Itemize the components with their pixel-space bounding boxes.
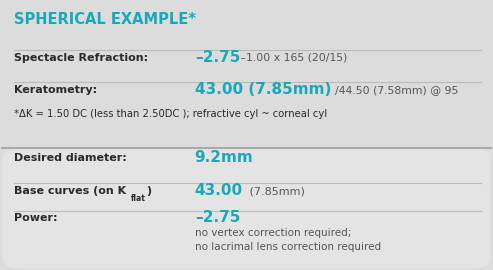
Text: 43.00 (7.85mm): 43.00 (7.85mm) <box>195 82 331 97</box>
Text: no lacrimal lens correction required: no lacrimal lens correction required <box>195 242 381 252</box>
Text: 43.00: 43.00 <box>195 183 243 198</box>
Text: –2.75: –2.75 <box>195 50 240 65</box>
Text: Desired diameter:: Desired diameter: <box>14 153 127 163</box>
Text: Spectacle Refraction:: Spectacle Refraction: <box>14 53 148 63</box>
Text: –1.00 x 165 (20/15): –1.00 x 165 (20/15) <box>237 53 347 63</box>
Text: SPHERICAL EXAMPLE*: SPHERICAL EXAMPLE* <box>14 12 196 27</box>
Text: Base curves (on K: Base curves (on K <box>14 186 126 196</box>
Text: no vertex correction required;: no vertex correction required; <box>195 228 351 238</box>
Text: –2.75: –2.75 <box>195 210 240 225</box>
Text: Keratometry:: Keratometry: <box>14 85 97 95</box>
FancyBboxPatch shape <box>2 148 491 269</box>
Text: flat: flat <box>131 194 146 203</box>
Text: *ΔK = 1.50 DC (less than 2.50DC ); refractive cyl ~ corneal cyl: *ΔK = 1.50 DC (less than 2.50DC ); refra… <box>14 109 327 119</box>
Text: /44.50 (7.58mm) @ 95: /44.50 (7.58mm) @ 95 <box>335 85 458 95</box>
Text: (7.85mm): (7.85mm) <box>246 186 305 196</box>
Text: ): ) <box>146 186 151 196</box>
Text: Power:: Power: <box>14 213 57 223</box>
Text: 9.2mm: 9.2mm <box>195 150 253 165</box>
